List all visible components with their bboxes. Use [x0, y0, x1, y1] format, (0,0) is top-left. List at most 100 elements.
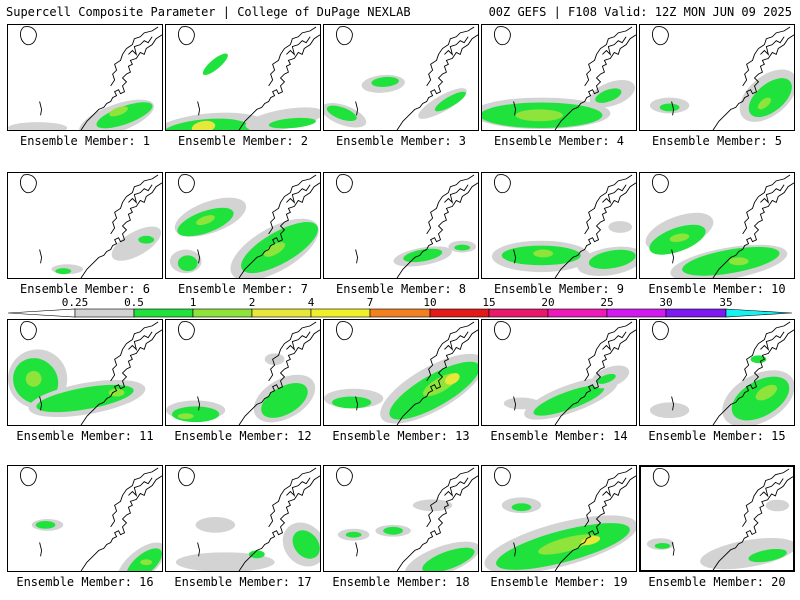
coastline-detail: [444, 36, 469, 56]
scale-tick-label: 35: [719, 296, 733, 309]
scp-contour-shaded: [345, 531, 362, 538]
scale-tick-label: 25: [600, 296, 614, 309]
river-outline: [197, 542, 201, 557]
coastline: [238, 475, 320, 571]
scp-field-map: [8, 26, 162, 130]
ensemble-member-map: [165, 319, 321, 426]
ensemble-member-map: [165, 465, 321, 572]
coastline: [712, 476, 793, 570]
color-scale-bar: [7, 308, 793, 318]
scale-tick-label: 4: [307, 296, 315, 309]
coastline: [396, 329, 478, 425]
ensemble-member-label: Ensemble Member: 10: [648, 282, 786, 296]
coastline-detail: [128, 477, 153, 497]
river-outline: [39, 249, 43, 264]
scp-field-map: [336, 174, 478, 278]
lake-outline: [178, 321, 195, 341]
lake-outline: [494, 321, 511, 341]
scp-contour-light: [700, 537, 793, 570]
ensemble-member-map: [165, 24, 321, 131]
coastline-inner: [426, 467, 475, 528]
scale-tick-label: 10: [423, 296, 437, 309]
scp-contour-light: [264, 353, 285, 366]
scale-tick-label: 20: [541, 296, 555, 309]
scp-contour-shaded: [177, 255, 198, 272]
scp-contour-light: [111, 226, 161, 261]
scp-contour-shaded: [171, 406, 220, 423]
scp-contour-light: [195, 517, 236, 533]
scale-segment: [369, 308, 431, 318]
ensemble-member-map: [639, 465, 795, 572]
scale-segment: [74, 308, 135, 318]
scale-tick-label: 1: [189, 296, 197, 309]
river-outline: [671, 101, 675, 116]
ensemble-member-map: [323, 172, 479, 279]
lake-outline: [336, 467, 353, 487]
river-outline: [355, 101, 359, 116]
coastline-detail: [760, 331, 785, 351]
scp-field-map: [645, 174, 794, 278]
river-outline: [197, 396, 201, 411]
coastline-detail: [286, 331, 311, 351]
ensemble-member-map: [639, 172, 795, 279]
ensemble-member-label: Ensemble Member: 20: [648, 575, 786, 589]
scp-contour-shaded: [511, 503, 532, 512]
lake-outline: [652, 468, 670, 487]
coastline: [712, 329, 794, 425]
scp-field-map: [646, 468, 793, 570]
coastline-detail: [760, 184, 785, 204]
scp-contour-shaded: [264, 242, 286, 257]
scp-contour-light: [503, 397, 540, 410]
ensemble-member-label: Ensemble Member: 5: [651, 134, 783, 148]
ensemble-member-map: [481, 172, 637, 279]
ensemble-member-label: Ensemble Member: 8: [335, 282, 467, 296]
scale-tick-label: 0.25: [61, 296, 89, 309]
river-outline: [197, 101, 201, 116]
lake-outline: [652, 26, 669, 46]
coastline: [554, 475, 636, 571]
coastline-detail: [759, 478, 784, 498]
coastline-inner: [426, 321, 475, 382]
lake-outline: [20, 26, 37, 46]
scale-tick-label: 30: [659, 296, 673, 309]
ensemble-member-map: [639, 319, 795, 426]
lake-outline: [178, 26, 195, 46]
coastline: [238, 329, 320, 425]
scale-segment: [192, 308, 253, 318]
ensemble-member-label: Ensemble Member: 19: [490, 575, 628, 589]
scp-field-map: [336, 467, 478, 571]
coastline: [396, 475, 478, 571]
river-outline: [39, 542, 43, 557]
coastline-detail: [760, 36, 785, 56]
scp-contour-light: [608, 221, 633, 233]
scp-contour-light: [8, 122, 68, 130]
coastline-inner: [426, 174, 475, 235]
ensemble-member-label: Ensemble Member: 16: [16, 575, 154, 589]
scp-contour-shaded: [595, 88, 622, 103]
river-outline: [39, 101, 43, 116]
scp-field-map: [175, 467, 320, 571]
lake-outline: [652, 321, 669, 341]
scp-contour-shaded: [533, 249, 554, 258]
scp-field-map: [20, 174, 162, 278]
scp-field-map: [169, 174, 320, 278]
lake-outline: [494, 467, 511, 487]
scp-contour-shaded: [196, 215, 215, 226]
scp-contour-shaded: [422, 547, 475, 571]
ensemble-member-label: Ensemble Member: 15: [648, 429, 786, 443]
ensemble-member-label: Ensemble Member: 3: [335, 134, 467, 148]
ensemble-member-map: [7, 465, 163, 572]
river-outline: [671, 541, 675, 556]
ensemble-member-label: Ensemble Member: 13: [332, 429, 470, 443]
coastline-inner: [110, 467, 159, 528]
coastline-inner: [268, 321, 317, 382]
ensemble-member-label: Ensemble Member: 9: [493, 282, 625, 296]
scp-contour-shaded: [580, 536, 601, 546]
lake-outline: [336, 174, 353, 194]
scp-field-map: [484, 467, 636, 571]
coastline: [80, 182, 162, 278]
scp-contour-shaded: [25, 371, 42, 387]
ensemble-member-label: Ensemble Member: 11: [16, 429, 154, 443]
lake-outline: [336, 26, 353, 46]
scp-contour-shaded: [268, 117, 316, 129]
